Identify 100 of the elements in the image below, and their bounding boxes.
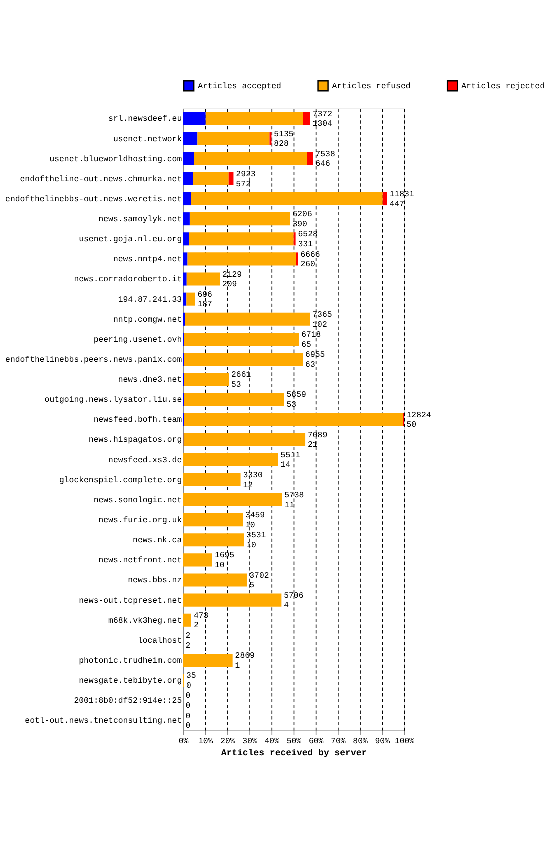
y-tick-label: 2001:8b0:df52:914e::25 [74,697,182,706]
annotation: 187 [198,300,213,310]
bar [183,212,190,226]
x-tick-label: 90% [375,737,390,746]
legend-label: Articles refused [332,82,411,92]
bar [206,112,304,126]
annotation: 21 [308,441,318,450]
annotation: 646 [316,160,331,170]
annotation: 3459 [245,512,266,521]
annotation: 4 [284,602,290,611]
annotation: 2 [194,622,199,631]
annotation: 1695 [214,552,235,561]
annotation: 6528 [298,230,318,240]
x-axis-title: Articles received by server [221,748,368,759]
y-tick-label: usenet.goja.nl.eu.org [79,236,182,245]
bar [191,192,383,206]
bar [183,292,187,306]
y-tick-label: usenet.network [113,135,182,144]
annotation: 2661 [232,371,252,380]
annotation: 2129 [222,270,242,280]
bar [184,393,284,406]
bar [188,252,296,266]
annotation: 7372 [312,110,333,120]
annotation: 696 [198,290,213,300]
bar [307,152,314,166]
bar [193,172,229,186]
x-tick-label: 20% [220,737,236,746]
x-tick-label: 10% [198,737,214,746]
bar [183,172,194,186]
annotation: 572 [236,180,251,190]
annotation: 5 [250,582,255,591]
bar [183,594,282,607]
bar [183,252,188,266]
annotation: 14 [280,461,291,470]
annotation: 0 [186,692,191,702]
y-tick-label: srl.newsdeef.eu [108,115,182,124]
x-tick-label: 30% [242,737,258,746]
y-tick-label: endofthelinebbs-out.news.weretis.net [6,195,182,204]
annotation: 260 [300,260,316,270]
y-tick-label: news.samoylyk.net [98,216,182,225]
bar [183,272,187,286]
annotation: 209 [222,280,238,290]
x-tick-label: 70% [331,737,346,746]
annotation: 12824 [406,411,432,420]
legend-label: Articles rejected [462,82,546,92]
bar [185,312,310,326]
annotation: 6955 [306,351,326,360]
annotation: 2923 [236,170,256,180]
y-tick-label: newsgate.tebibyte.org [79,677,182,686]
bar [228,172,234,186]
bar [184,332,300,346]
legend-label: Articles accepted [198,82,282,92]
x-tick-label: 100% [394,737,415,746]
bar [186,272,220,286]
bar [183,112,206,126]
bar [183,493,282,507]
y-tick-label: news.nk.ca [133,536,182,546]
bar [183,554,213,567]
annotation: 1304 [312,120,333,130]
annotation: 2 [186,642,191,651]
bar [184,433,306,446]
y-tick-label: usenet.blueworldhosting.com [50,155,182,164]
y-tick-label: glockenspiel.complete.org [59,476,182,486]
bar [184,413,404,426]
annotation: 65 [302,340,312,350]
y-tick-label: news.bbs.nz [128,576,182,586]
bar [183,232,190,246]
y-tick-label: photonic.trudheim.com [79,656,182,666]
bar [183,473,241,486]
y-tick-label: news.nntp4.net [113,256,182,265]
bar [186,292,196,306]
bar [189,232,294,246]
y-tick-label: news.hispagatos.org [88,436,182,446]
y-tick-label: endofthelinebbs.peers.news.panix.com [6,356,182,365]
annotation: 35 [186,672,196,682]
bar [184,353,304,366]
annotation: 63 [306,360,316,370]
y-tick-label: nntp.comgw.net [113,316,182,325]
annotation: 473 [194,612,209,621]
bar [183,574,248,587]
y-tick-label: endoftheline-out.news.chmurka.net [20,175,182,184]
y-tick-label: newsfeed.bofh.team [94,416,182,426]
annotation: 102 [312,320,328,330]
annotation: 50 [406,421,417,430]
annotation: 6718 [302,331,322,340]
annotation: 447 [390,200,405,210]
x-tick-label: 80% [353,737,368,746]
annotation: 5135 [274,130,294,140]
y-tick-label: news.dne3.net [118,376,182,386]
annotation: 0 [186,682,192,691]
annotation: 7089 [308,431,328,440]
annotation: 5859 [286,391,306,400]
annotation: 11831 [390,190,414,200]
bar [303,112,310,126]
x-tick-label: 50% [286,737,302,746]
annotation: 6666 [300,250,320,260]
y-tick-label: news-out.tcpreset.net [79,596,182,606]
annotation: 10 [214,562,225,571]
annotation: 53 [286,401,297,410]
y-tick-label: news.furie.org.uk [98,516,182,526]
